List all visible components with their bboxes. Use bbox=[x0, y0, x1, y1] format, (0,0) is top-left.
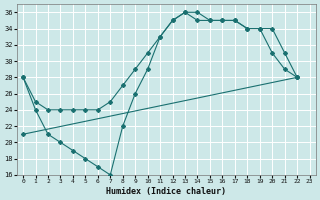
X-axis label: Humidex (Indice chaleur): Humidex (Indice chaleur) bbox=[106, 187, 226, 196]
